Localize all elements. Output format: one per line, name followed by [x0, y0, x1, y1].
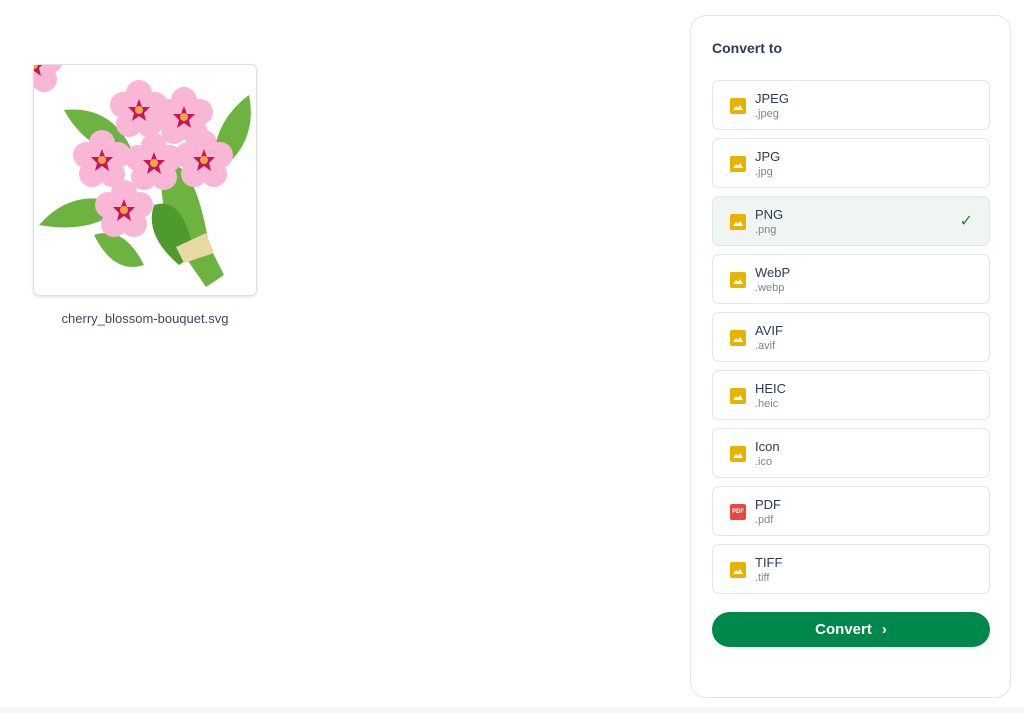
- file-name: cherry_blossom-bouquet.svg: [61, 311, 229, 326]
- panel-title: Convert to: [712, 40, 782, 56]
- cherry-blossom-bouquet-image: [34, 65, 251, 287]
- format-name: AVIF: [755, 323, 783, 338]
- convert-label: Convert: [815, 621, 872, 638]
- image-icon: [730, 388, 746, 404]
- format-name: JPEG: [755, 91, 789, 106]
- format-option-icon[interactable]: Icon .ico: [712, 428, 990, 478]
- format-name: PDF: [755, 497, 781, 512]
- convert-panel: Convert to JPEG .jpeg JPG .jpg PNG .png ✓ WebP.…: [690, 15, 1011, 698]
- format-name: JPG: [755, 149, 781, 164]
- format-extension: .jpeg: [755, 108, 779, 120]
- format-extension: .avif: [755, 340, 776, 352]
- format-extension: .pdf: [755, 514, 774, 526]
- image-icon: [730, 330, 746, 346]
- chevron-right-icon: ›: [881, 621, 887, 638]
- image-icon: [730, 562, 746, 578]
- image-icon: [730, 272, 746, 288]
- format-option-jpeg[interactable]: JPEG .jpeg: [712, 80, 990, 130]
- format-option-heic[interactable]: HEIC .heic: [712, 370, 990, 420]
- pdf-icon: PDF: [730, 504, 746, 520]
- format-name: TIFF: [755, 555, 783, 570]
- format-name: Icon: [755, 439, 780, 454]
- image-icon: [730, 98, 746, 114]
- format-option-pdf[interactable]: PDF PDF .pdf: [712, 486, 990, 536]
- format-option-avif[interactable]: AVIF .avif: [712, 312, 990, 362]
- format-option-webp[interactable]: WebP .webp: [712, 254, 990, 304]
- format-extension: .ico: [755, 456, 773, 468]
- format-option-jpg[interactable]: JPG .jpg: [712, 138, 990, 188]
- convert-button[interactable]: Convert ›: [712, 612, 990, 647]
- image-icon: [730, 446, 746, 462]
- file-preview-card: [33, 64, 257, 296]
- format-extension: .tiff: [755, 572, 770, 584]
- image-icon: [730, 214, 746, 230]
- format-extension: .heic: [755, 398, 779, 410]
- format-list: JPEG .jpeg JPG .jpg PNG .png ✓ WebP .webp AVIF .av…: [712, 80, 990, 602]
- checkmark-icon: ✓: [959, 213, 973, 230]
- format-name: WebP: [755, 265, 791, 280]
- format-name: PNG: [755, 207, 784, 222]
- format-extension: .png: [755, 224, 777, 236]
- image-icon: [730, 156, 746, 172]
- format-extension: .webp: [755, 282, 785, 294]
- page-footer-strip: [0, 707, 1024, 713]
- format-name: HEIC: [755, 381, 787, 396]
- format-option-png[interactable]: PNG .png ✓: [712, 196, 990, 246]
- format-option-tiff[interactable]: TIFF .tiff: [712, 544, 990, 594]
- format-extension: .jpg: [755, 166, 773, 178]
